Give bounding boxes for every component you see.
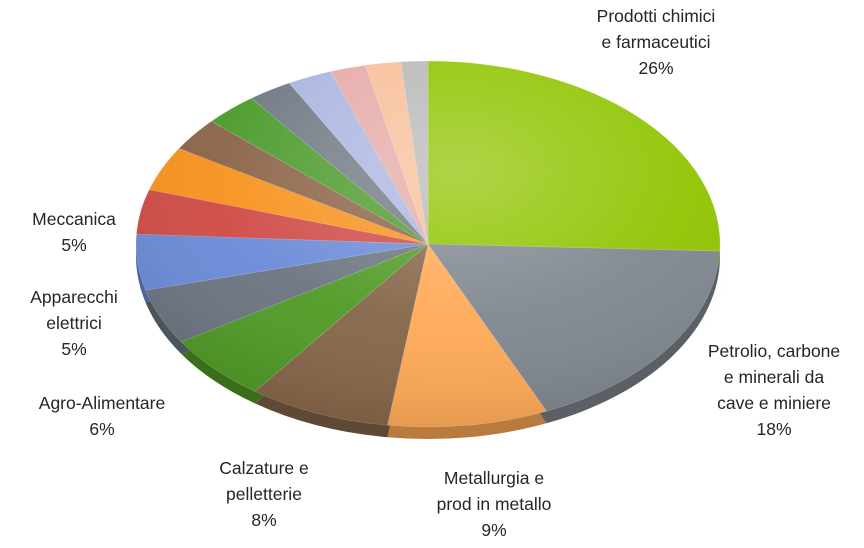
data-label-agro-alimentare: Agro-Alimentare 6% <box>39 393 165 439</box>
data-label-calzature-e-pelletterie: Calzature e pelletterie 8% <box>219 458 309 530</box>
data-label-apparecchi-elettrici: Apparecchi elettrici 5% <box>30 287 118 359</box>
pie-slices <box>135 60 721 428</box>
pie-labels: Prodotti chimici e farmaceutici 26% Petroli… <box>30 6 840 540</box>
data-label-petrolio-carbone-e-minerali-da-cave-e-miniere: Petrolio, carbone e minerali da cave e min… <box>708 341 840 439</box>
data-label-metallurgia-e-prod-in-metallo: Metallurgia e prod in metallo 9% <box>437 468 552 540</box>
data-label-meccanica: Meccanica 5% <box>32 209 116 255</box>
data-label-prodotti-chimici-e-farmaceutici: Prodotti chimici e farmaceutici 26% <box>597 6 716 78</box>
pie-slice-prodotti-chimici-e-farmaceutici <box>427 60 721 252</box>
